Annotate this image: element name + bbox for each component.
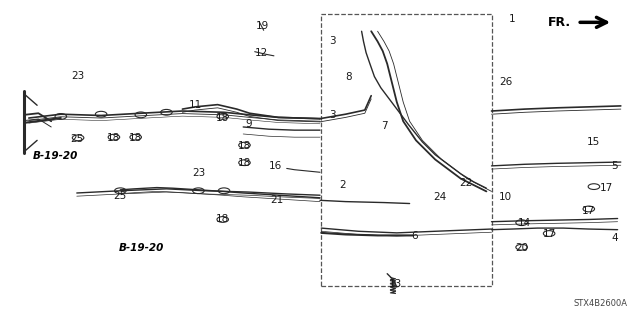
Text: 23: 23: [192, 168, 205, 178]
Text: STX4B2600A: STX4B2600A: [573, 299, 627, 308]
Text: 18: 18: [129, 133, 142, 143]
Text: 21: 21: [270, 195, 283, 205]
Text: B-19-20: B-19-20: [33, 151, 79, 161]
Text: 26: 26: [499, 77, 512, 87]
Text: 18: 18: [108, 133, 120, 143]
Text: 18: 18: [238, 141, 251, 151]
Text: 2: 2: [339, 180, 346, 190]
Text: FR.: FR.: [548, 16, 571, 29]
Text: B-19-20: B-19-20: [118, 243, 164, 253]
Text: 20: 20: [515, 243, 528, 253]
Text: 3: 3: [330, 110, 336, 120]
Text: 17: 17: [543, 229, 556, 240]
Text: 23: 23: [72, 71, 84, 81]
Text: 13: 13: [389, 279, 402, 289]
Text: 24: 24: [434, 192, 447, 202]
Text: 8: 8: [346, 71, 352, 82]
Text: 6: 6: [412, 231, 418, 241]
Text: 15: 15: [588, 137, 600, 147]
Text: 22: 22: [460, 178, 472, 189]
Text: 5: 5: [611, 161, 618, 171]
Text: 12: 12: [255, 48, 268, 58]
Text: 14: 14: [518, 218, 531, 228]
Text: 17: 17: [600, 182, 613, 193]
Text: 10: 10: [499, 192, 512, 202]
Text: 9: 9: [245, 119, 252, 130]
Text: 18: 18: [216, 214, 229, 225]
Text: 3: 3: [330, 36, 336, 47]
Text: 25: 25: [70, 134, 83, 144]
Text: 25: 25: [114, 191, 127, 201]
Text: 16: 16: [269, 161, 282, 171]
Text: 7: 7: [381, 121, 387, 131]
Text: 18: 18: [238, 158, 251, 168]
Text: 17: 17: [582, 205, 595, 216]
Bar: [321, 14, 492, 286]
Text: 19: 19: [256, 21, 269, 31]
Text: 18: 18: [216, 113, 229, 123]
Text: 11: 11: [189, 100, 202, 110]
Text: 4: 4: [611, 233, 618, 243]
Text: 1: 1: [509, 13, 515, 24]
